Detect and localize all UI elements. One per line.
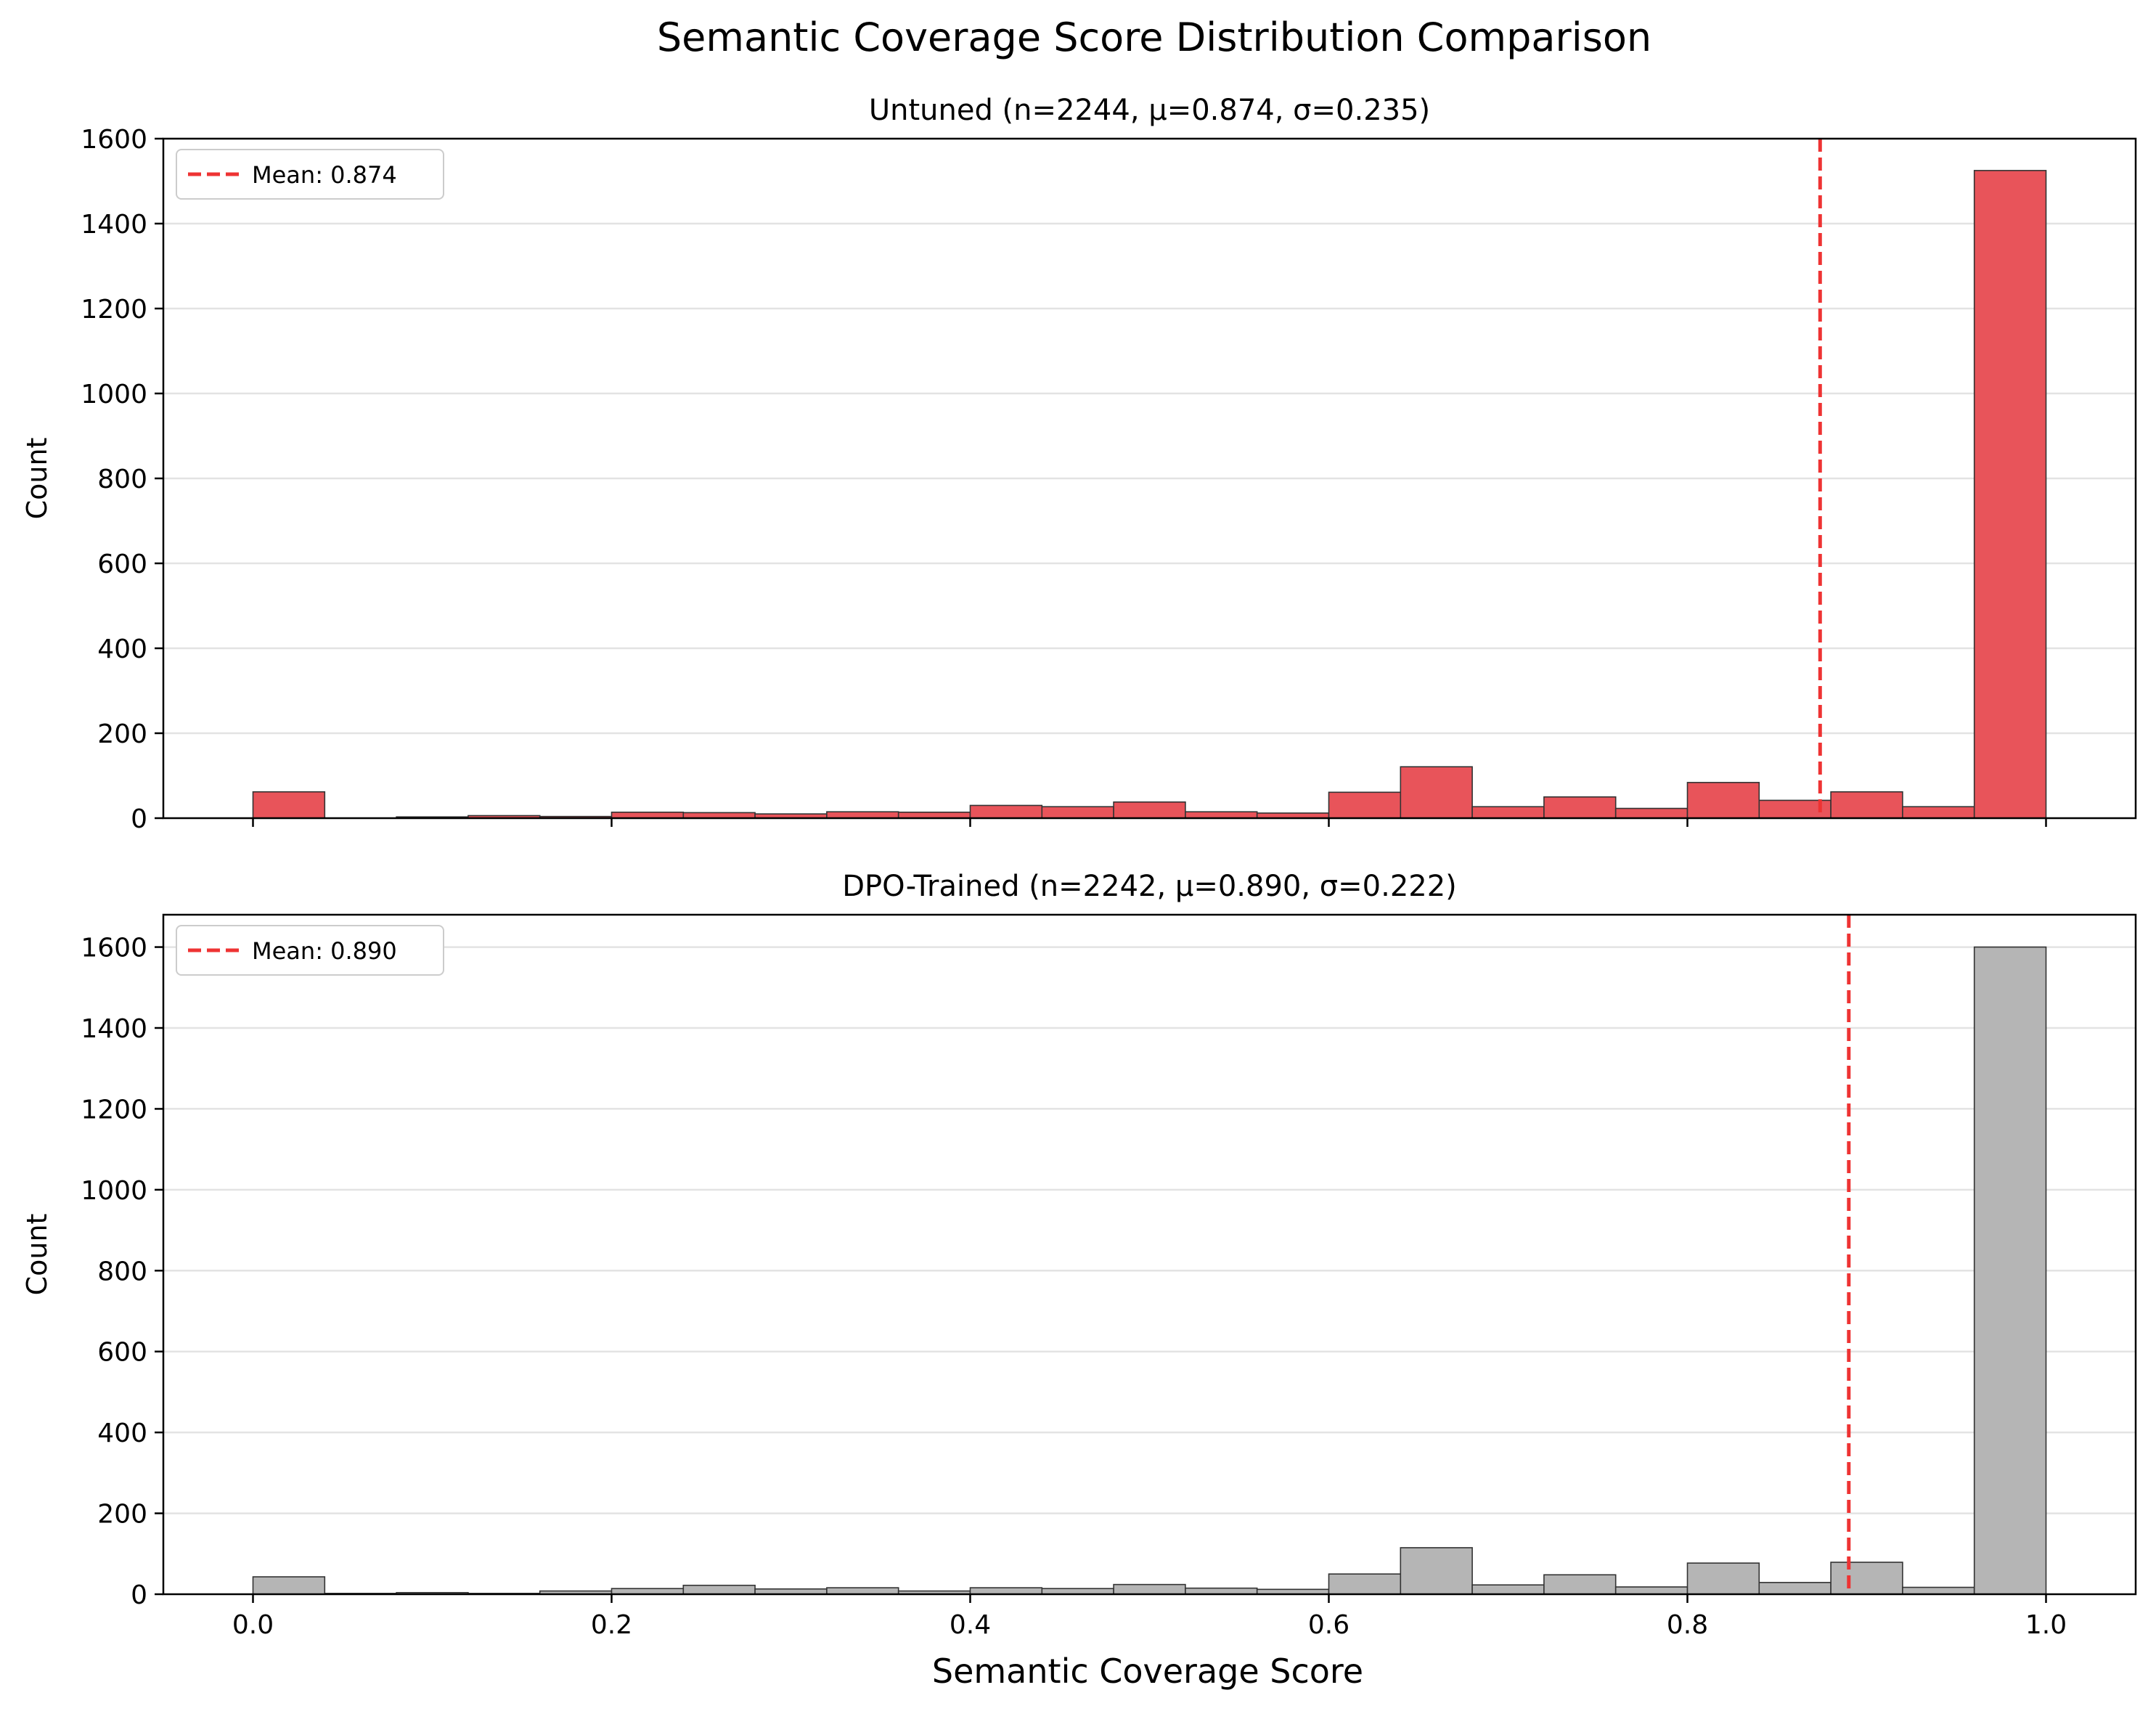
histogram-bar	[1400, 766, 1473, 819]
histogram-bar	[1614, 807, 1689, 819]
y-tick-label: 1600	[81, 125, 147, 155]
y-tick-label: 1200	[81, 1095, 147, 1125]
y-tick-label: 400	[97, 634, 147, 664]
histogram-bar	[826, 811, 899, 819]
x-axis-label: Semantic Coverage Score	[932, 1652, 1363, 1691]
legend: Mean: 0.890	[176, 925, 444, 976]
x-tick-label: 0.2	[591, 1610, 632, 1640]
histogram-bar	[1400, 1547, 1473, 1595]
subplot-untuned: 0 200 400 600 800 1000 1200 1400 1600 Untuned (n=…	[21, 94, 2137, 834]
y-axis-label: Count	[21, 1214, 53, 1296]
histogram-bar	[252, 791, 326, 819]
y-tick-label: 400	[97, 1419, 147, 1448]
histogram-bar	[1185, 1587, 1258, 1595]
histogram-bar	[1830, 791, 1903, 819]
histogram-bar	[1902, 1586, 1975, 1595]
legend: Mean: 0.874	[176, 149, 444, 200]
histogram-bar	[826, 1587, 899, 1595]
histogram-bar	[252, 1576, 326, 1595]
y-tick-label: 1400	[81, 1014, 147, 1044]
x-tick-label: 0.4	[950, 1610, 991, 1640]
histogram-bar	[1614, 1586, 1689, 1595]
axes-frame	[162, 913, 2137, 1596]
histogram-bar	[1471, 1584, 1545, 1595]
y-tick-label: 200	[97, 1500, 147, 1530]
x-tick-label: 1.0	[2025, 1610, 2067, 1640]
histogram-bar	[1686, 782, 1760, 819]
histogram-bar	[1973, 170, 2047, 819]
histogram-bar	[1113, 1583, 1186, 1595]
histogram-bar	[1041, 806, 1114, 819]
histogram-bar	[1686, 1562, 1760, 1595]
y-tick-label: 800	[97, 1257, 147, 1286]
histogram-bar	[1328, 1573, 1402, 1595]
x-tick-label: 0.6	[1308, 1610, 1349, 1640]
x-tick-label: 0.8	[1667, 1610, 1708, 1640]
y-tick-label: 1000	[81, 380, 147, 409]
y-tick-label: 0	[131, 1580, 147, 1610]
figure-title: Semantic Coverage Score Distribution Com…	[657, 15, 1651, 60]
subplot-title: DPO-Trained (n=2242, μ=0.890, σ=0.222)	[842, 870, 1457, 903]
y-tick-label: 600	[97, 1338, 147, 1368]
y-tick-label: 600	[97, 550, 147, 579]
subplot-title: Untuned (n=2244, μ=0.874, σ=0.235)	[869, 94, 1430, 127]
y-tick-label: 1000	[81, 1176, 147, 1206]
histogram-bar	[1471, 806, 1545, 819]
histogram-bar	[969, 1587, 1043, 1595]
y-axis-label: Count	[21, 438, 53, 520]
histogram-bar	[1113, 801, 1186, 819]
histogram-bar	[1973, 946, 2047, 1595]
histogram-bar	[1902, 806, 1975, 819]
histogram-bar	[1830, 1562, 1903, 1595]
y-tick-label: 0	[131, 804, 147, 834]
histogram-bar	[682, 1584, 756, 1595]
x-tick-label: 0.0	[232, 1610, 274, 1640]
legend-label: Mean: 0.890	[252, 937, 397, 965]
y-tick-label: 1400	[81, 210, 147, 240]
histogram-bar	[969, 804, 1043, 819]
histogram-bar	[1185, 811, 1258, 819]
y-tick-label: 200	[97, 719, 147, 749]
y-tick-label: 1200	[81, 295, 147, 325]
subplot-dpo-trained: 0 200 400 600 800 1000 1200 1400 1600 0.0 0.2 0.4 0.…	[21, 870, 2137, 1640]
legend-label: Mean: 0.874	[252, 161, 397, 189]
legend-box	[176, 149, 444, 200]
histogram-bar	[1543, 796, 1617, 819]
y-tick-label: 800	[97, 465, 147, 494]
histogram-bar	[1758, 1582, 1832, 1595]
legend-box	[176, 925, 444, 976]
histogram-bar	[1328, 791, 1402, 819]
histogram-bar	[1543, 1574, 1617, 1595]
y-tick-label: 1600	[81, 934, 147, 963]
